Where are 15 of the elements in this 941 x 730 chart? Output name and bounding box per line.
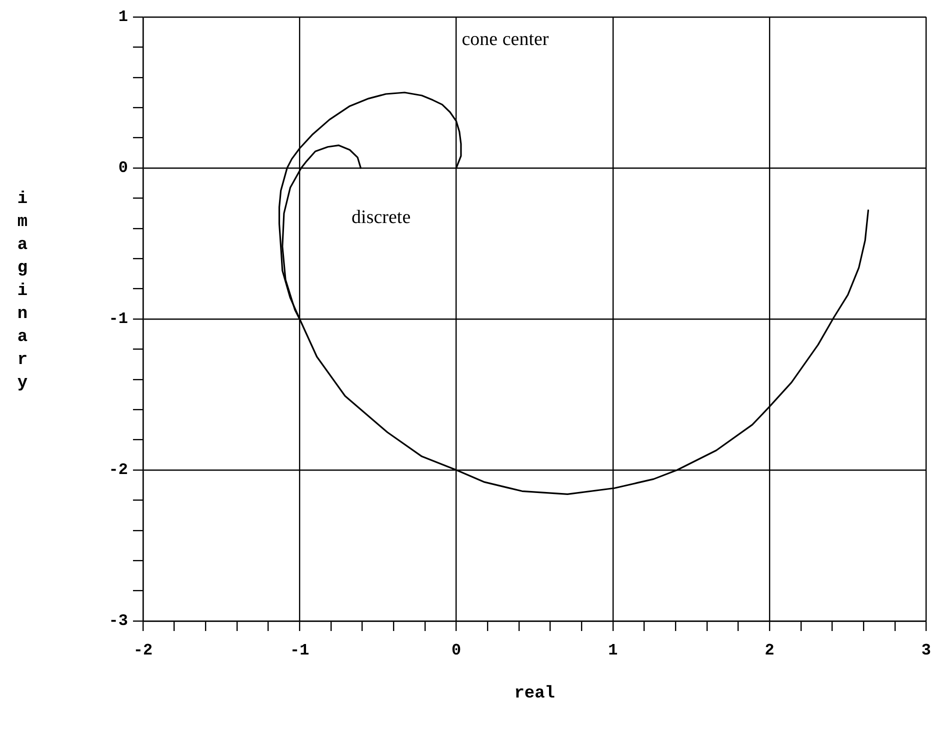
annotation: cone center [462, 28, 550, 50]
y-tick-label: -3 [108, 612, 128, 630]
y-tick-label: 0 [118, 159, 128, 178]
y-tick-label: 1 [118, 8, 128, 26]
x-tick-label: 3 [921, 642, 932, 660]
x-tick-label: -2 [133, 642, 153, 660]
x-tick-label: 2 [764, 642, 774, 660]
y-tick-label: -2 [108, 461, 128, 480]
x-tick-label: 1 [608, 642, 618, 660]
x-axis-title: real [514, 684, 556, 704]
annotation: discrete [352, 207, 411, 228]
x-tick-label: -1 [290, 642, 310, 660]
x-tick-label: 0 [451, 642, 462, 660]
y-tick-label: -1 [108, 310, 128, 328]
y-axis-title: imaginary [13, 190, 32, 397]
